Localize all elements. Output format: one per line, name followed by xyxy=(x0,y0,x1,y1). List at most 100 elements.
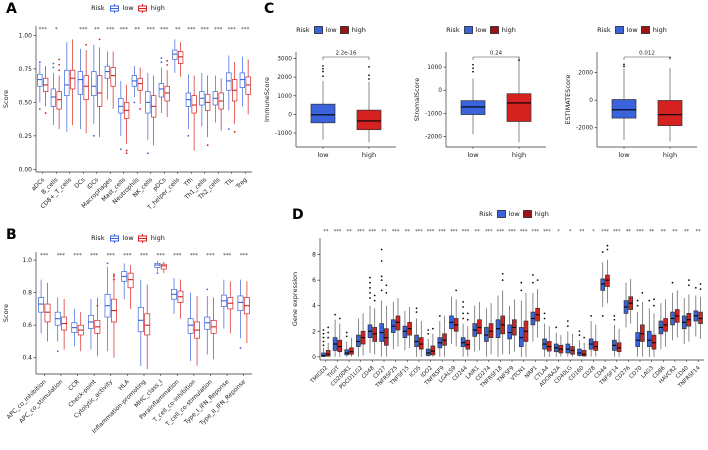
box xyxy=(77,71,84,95)
immunescore-boxplot-chart: 3000 2000 1000 0 -1000 2.2e-16 low high ImmuneSc… xyxy=(263,51,396,159)
significance-marker: *** xyxy=(334,229,342,235)
outlier-dot xyxy=(233,130,236,133)
outlier-dot xyxy=(699,288,702,290)
outlier-dot xyxy=(368,74,370,77)
stromalscore-boxplot-chart: 1000 0 -1000 -2000 0.24 low high StromalScore xyxy=(413,51,546,159)
significance-marker: ** xyxy=(475,229,481,235)
outlier-dot xyxy=(427,332,430,335)
panel-c-stromalscore-subplot: Risk low high 1000 0 -1000 -2000 0.24 low high… xyxy=(406,0,556,200)
outlier-dot xyxy=(373,299,376,302)
significance-marker: *** xyxy=(415,229,423,235)
significance-marker: ** xyxy=(696,229,702,235)
category-TNFRSF14: **TNFRSF14 xyxy=(677,229,703,390)
box xyxy=(50,88,56,107)
outlier-dot xyxy=(369,281,371,284)
significance-marker: *** xyxy=(241,27,250,33)
category-CCR: *** CCR xyxy=(67,253,84,392)
panel-b-legend: Risk low high xyxy=(0,234,256,243)
filled-high-key-icon xyxy=(522,210,532,218)
outlier-dot xyxy=(368,66,370,68)
category-CD44: ***CD44 xyxy=(594,229,610,380)
y-tick-label: 0.75 xyxy=(19,66,33,73)
panel-c: C Risk low high 3000 2000 1000 0 -1000 2.2e-1… xyxy=(256,0,708,200)
box xyxy=(38,297,45,313)
filled-low-key-icon xyxy=(463,26,473,34)
box xyxy=(178,51,184,64)
outlier-dot xyxy=(532,281,534,284)
panel-b: B Risk low high 1.0 0.8 0.6 0.4 *** APC_co_in… xyxy=(0,224,256,450)
outlier-dot xyxy=(166,59,169,62)
outlier-dot xyxy=(380,279,383,282)
significance-marker: *** xyxy=(107,253,116,259)
significance-marker: *** xyxy=(187,27,196,33)
subplot-legend: Risk low high xyxy=(406,26,556,34)
box xyxy=(226,72,232,91)
outlier-dot xyxy=(160,61,163,64)
outlier-dot xyxy=(125,149,128,152)
significance-marker: *** xyxy=(147,27,156,33)
box xyxy=(646,330,652,347)
legend-low-label: low xyxy=(122,4,134,13)
outlier-dot xyxy=(58,58,61,61)
significance-marker: *** xyxy=(39,27,48,33)
outlier-dot xyxy=(327,326,330,329)
outlier-dot xyxy=(543,317,546,320)
box xyxy=(605,274,610,287)
outlier-dot xyxy=(543,312,546,315)
box xyxy=(477,319,482,335)
outlier-dot xyxy=(113,273,115,276)
filled-high-key-icon xyxy=(339,26,349,34)
panel-c-immunescore-subplot: Risk low high 3000 2000 1000 0 -1000 2.2e-16 l… xyxy=(256,0,406,200)
significance-marker: ** xyxy=(661,229,667,235)
outlier-dot xyxy=(636,304,639,307)
category-PDCD1LG2: ***PDCD1LG2 xyxy=(339,229,366,391)
box xyxy=(402,325,408,338)
boxplot-high-key-icon xyxy=(137,234,147,243)
category-CD48: ***CD48 xyxy=(361,229,378,380)
significance-marker: *** xyxy=(462,229,470,235)
category-CD276: **CD276 xyxy=(614,229,634,383)
outlier-dot xyxy=(334,313,337,316)
outlier-dot xyxy=(415,311,418,313)
outlier-dot xyxy=(613,318,616,321)
outlier-dot xyxy=(85,43,88,46)
legend-low-label: low xyxy=(475,25,487,34)
category-ADORA2A: *ADORA2A xyxy=(539,229,564,388)
significance-marker: * xyxy=(592,229,595,235)
category-Mast_cells: ***Mast_cells xyxy=(100,27,130,203)
y-tick-label: 1.0 xyxy=(22,257,32,264)
category-TNFRSF18: ***TNFRSF18 xyxy=(479,229,506,390)
significance-marker: *** xyxy=(57,253,66,259)
y-tick-label: -2000 xyxy=(576,126,593,132)
outlier-dot xyxy=(671,281,674,284)
x-category-label: Treg xyxy=(234,176,249,191)
box xyxy=(191,95,197,114)
outlier-dot xyxy=(322,65,324,67)
category-HLA: *** HLA xyxy=(117,253,134,392)
outlier-dot xyxy=(613,315,616,317)
significance-marker: *** xyxy=(601,229,609,235)
category-Th1_cells: ***Th1_cells xyxy=(183,27,211,202)
outlier-dot xyxy=(322,329,325,331)
outlier-dot xyxy=(415,307,418,310)
outlier-dot xyxy=(146,152,149,155)
category-LAIR1: **LAIR1 xyxy=(465,229,482,381)
category-DCs: *** DCs xyxy=(73,27,89,190)
legend-title: Risk xyxy=(296,25,310,34)
outlier-dot xyxy=(501,272,504,275)
box xyxy=(657,100,683,127)
box xyxy=(160,263,167,270)
category-TIGIT: ***TIGIT xyxy=(326,229,343,380)
boxplot-low-key-icon xyxy=(109,4,119,13)
box xyxy=(488,323,494,338)
outlier-dot xyxy=(380,260,383,262)
outlier-dot xyxy=(472,63,474,66)
box xyxy=(635,332,640,347)
box xyxy=(460,337,466,347)
y-tick-label: 1.00 xyxy=(19,32,33,39)
category-B_cells: *B_cells xyxy=(40,27,62,196)
y-axis-label: ESTIMATEScore xyxy=(564,75,572,125)
outlier-dot xyxy=(369,286,371,289)
estimatescore-boxplot-chart: 2000 0 -2000 0.012 low high ESTIMATEScore xyxy=(564,51,697,159)
